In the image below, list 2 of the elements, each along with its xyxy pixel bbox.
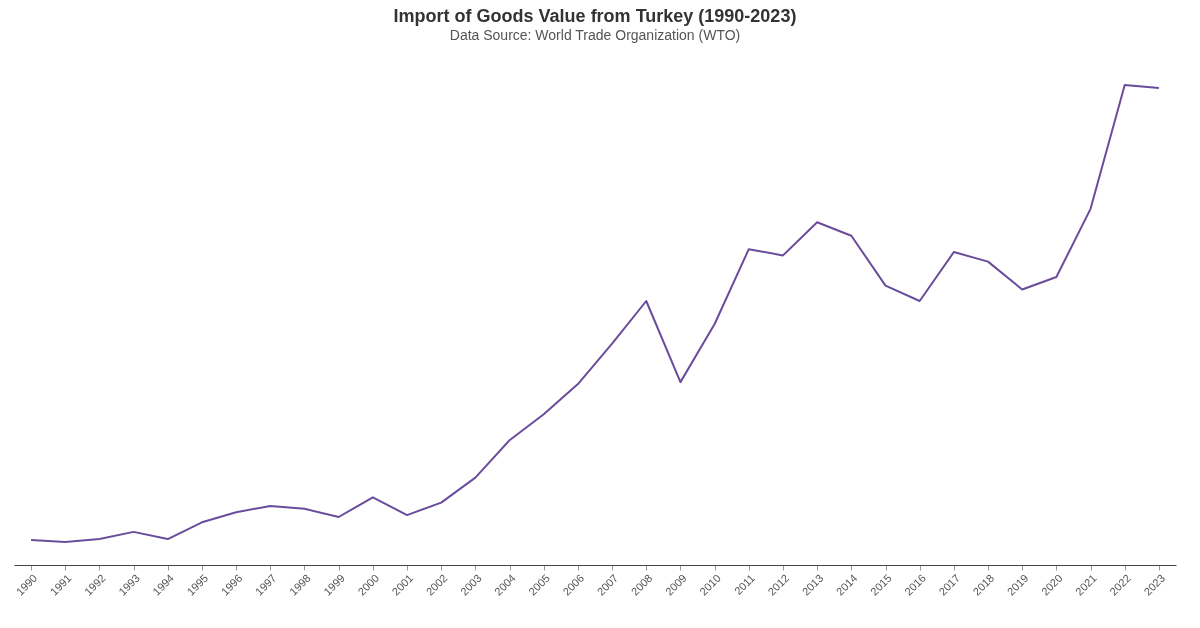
- chart-subtitle: Data Source: World Trade Organization (WTO): [449, 27, 741, 43]
- chart-title: Import of Goods Value from Turkey (1990-2023): [393, 6, 797, 26]
